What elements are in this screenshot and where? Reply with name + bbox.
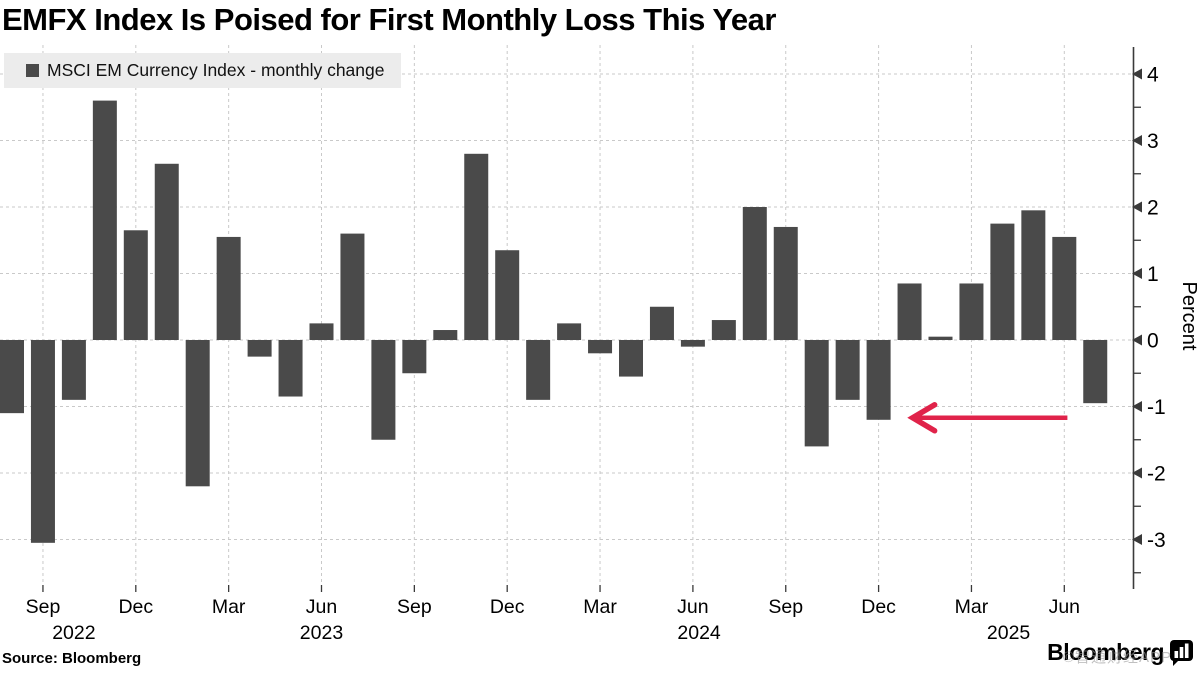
svg-text:2023: 2023 xyxy=(300,622,343,644)
legend-label: MSCI EM Currency Index - monthly change xyxy=(47,60,385,80)
bar-jun-2024 xyxy=(680,340,705,347)
bar-nov-2022 xyxy=(92,100,117,340)
svg-text:-1: -1 xyxy=(1147,396,1166,419)
watermark: ©智通财经APP xyxy=(1062,649,1172,666)
bar-nov-2024 xyxy=(835,340,860,400)
x-axis-labels: Sep Dec Mar Jun Sep Dec Mar Jun Sep Dec Mar Jun 2022… xyxy=(26,596,1080,644)
source-note: Source: Bloomberg xyxy=(2,650,142,667)
bar-mar-2025 xyxy=(959,283,984,340)
svg-text:Mar: Mar xyxy=(955,596,989,618)
svg-text:Sep: Sep xyxy=(26,596,61,618)
bar-mar-2023 xyxy=(216,236,241,340)
svg-text:Sep: Sep xyxy=(397,596,432,618)
svg-text:Mar: Mar xyxy=(583,596,617,618)
bar-apr-2025 xyxy=(990,223,1015,340)
svg-text:Dec: Dec xyxy=(118,596,153,618)
svg-text:-3: -3 xyxy=(1147,529,1166,552)
bar-oct-2022 xyxy=(61,340,86,400)
bar-jun-2023 xyxy=(309,323,334,340)
svg-text:Dec: Dec xyxy=(861,596,896,618)
bar-jul-2023 xyxy=(340,233,365,340)
svg-text:4: 4 xyxy=(1147,64,1159,87)
svg-text:3: 3 xyxy=(1147,130,1159,153)
bar-apr-2023 xyxy=(247,340,272,357)
svg-text:Jun: Jun xyxy=(677,596,708,618)
svg-text:Mar: Mar xyxy=(212,596,246,618)
bar-jan-2025 xyxy=(897,283,922,340)
bar-feb-2024 xyxy=(557,323,582,340)
legend: MSCI EM Currency Index - monthly change xyxy=(4,53,401,88)
svg-text:2024: 2024 xyxy=(677,622,721,644)
bar-jul-2025 xyxy=(1083,340,1108,404)
bar-nov-2023 xyxy=(464,153,489,340)
bars xyxy=(0,100,1108,543)
svg-text:-2: -2 xyxy=(1147,463,1166,486)
svg-text:Jun: Jun xyxy=(306,596,337,618)
svg-text:1: 1 xyxy=(1147,263,1159,286)
bar-jan-2024 xyxy=(526,340,551,400)
bloomberg-logo-text: Bloomberg xyxy=(1047,639,1164,665)
bar-sep-2024 xyxy=(773,226,798,340)
bar-aug-2024 xyxy=(742,207,767,340)
bloomberg-logo: Bloomberg xyxy=(1047,639,1194,666)
bar-jan-2023 xyxy=(154,163,179,340)
bar-may-2023 xyxy=(278,340,303,397)
bar-may-2025 xyxy=(1021,210,1046,340)
y-axis: 4 3 2 1 0 -1 -2 -3 Percent xyxy=(1132,47,1200,589)
bar-dec-2024 xyxy=(866,340,891,420)
legend-swatch-icon xyxy=(26,64,39,77)
bar-feb-2025 xyxy=(928,336,953,340)
bar-jul-2024 xyxy=(711,320,736,340)
bar-mar-2024 xyxy=(588,340,613,354)
bar-dec-2023 xyxy=(495,250,520,340)
chart-title: EMFX Index Is Poised for First Monthly L… xyxy=(2,2,776,37)
bar-oct-2023 xyxy=(433,330,458,340)
svg-text:2022: 2022 xyxy=(52,622,95,644)
svg-text:0: 0 xyxy=(1147,330,1159,353)
svg-text:Dec: Dec xyxy=(490,596,525,618)
bar-dec-2022 xyxy=(123,230,148,340)
bar-feb-2023 xyxy=(185,340,210,487)
bar-oct-2024 xyxy=(804,340,829,447)
bloomberg-terminal-icon xyxy=(1170,640,1193,666)
svg-text:Percent: Percent xyxy=(1178,282,1200,351)
svg-text:Jun: Jun xyxy=(1049,596,1080,618)
bar-may-2024 xyxy=(649,306,674,340)
svg-text:Sep: Sep xyxy=(768,596,803,618)
annotation-arrow xyxy=(907,402,1068,434)
bar-sep-2023 xyxy=(402,340,427,374)
svg-text:2025: 2025 xyxy=(987,622,1031,644)
svg-text:2: 2 xyxy=(1147,197,1159,220)
bar-aug-2022 xyxy=(0,340,24,414)
bar-apr-2024 xyxy=(619,340,643,377)
bar-aug-2023 xyxy=(371,340,396,440)
bar-jun-2025 xyxy=(1052,236,1077,340)
bar-sep-2022 xyxy=(30,340,55,543)
